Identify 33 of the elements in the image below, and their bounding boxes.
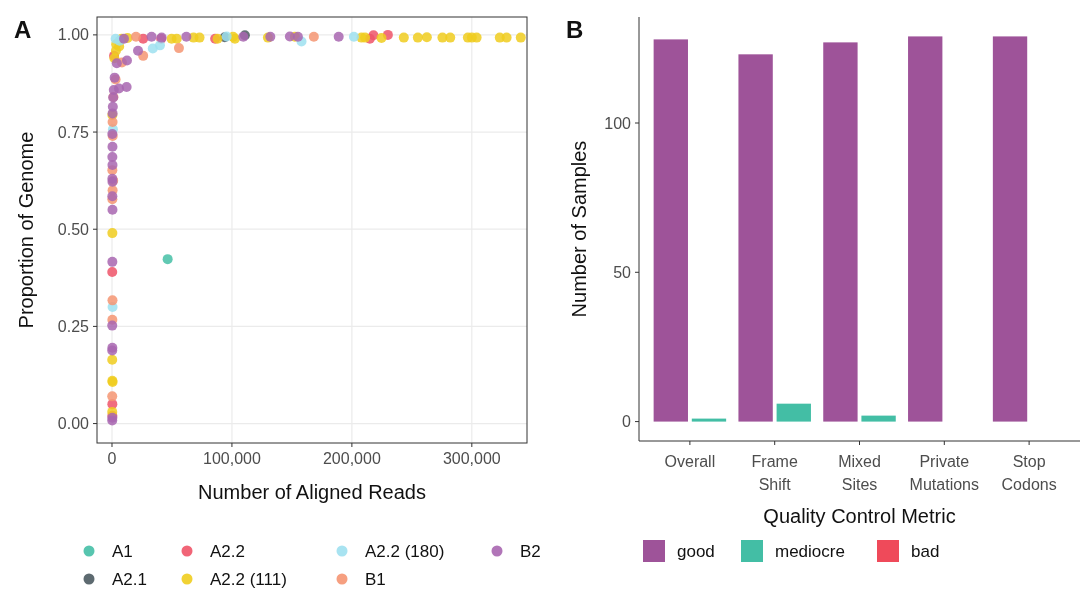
y-tick-label: 0 [622, 413, 632, 431]
y-tick-label: 100 [604, 114, 632, 132]
x-tick-label: 300,000 [442, 450, 501, 467]
legend-label: mediocre [775, 542, 845, 561]
y-tick-label: 0.25 [57, 317, 90, 335]
x-tick-label: Stop Codons [1001, 453, 1057, 493]
legend-label: B1 [365, 570, 386, 589]
legend-label: good [677, 542, 715, 561]
legend-label: A2.2 (111) [210, 570, 287, 589]
y-tick-label: 0.50 [57, 220, 90, 238]
legend-label: A2.1 [112, 570, 147, 589]
legend-label: A1 [112, 542, 133, 561]
chart-title: A [14, 16, 32, 43]
chart-title: B [566, 16, 584, 43]
x-tick-label: 100,000 [203, 450, 261, 467]
y-axis-title: Number of Samples [568, 140, 590, 318]
legend-label: bad [911, 542, 940, 561]
y-tick-label: 0.00 [57, 415, 90, 433]
x-tick-label: 200,000 [322, 450, 381, 467]
x-tick-label: Private Mutations [909, 453, 979, 493]
x-tick-label: 0 [107, 450, 117, 467]
legend-label: A2.2 (180) [365, 542, 445, 561]
x-axis-title: Number of Aligned Reads [198, 481, 426, 503]
legend-label: B2 [520, 542, 541, 561]
x-tick-label: Overall [664, 453, 716, 470]
x-tick-label: Mixed Sites [838, 453, 881, 493]
x-tick-label: Frame Shift [751, 453, 798, 493]
legend-label: A2.2 [210, 542, 245, 561]
y-tick-label: 1.00 [57, 26, 90, 44]
y-axis-title: Proportion of Genome [15, 131, 37, 329]
x-axis-title: Quality Control Metric [763, 505, 956, 527]
y-tick-label: 50 [613, 263, 632, 281]
y-tick-label: 0.75 [57, 123, 90, 141]
